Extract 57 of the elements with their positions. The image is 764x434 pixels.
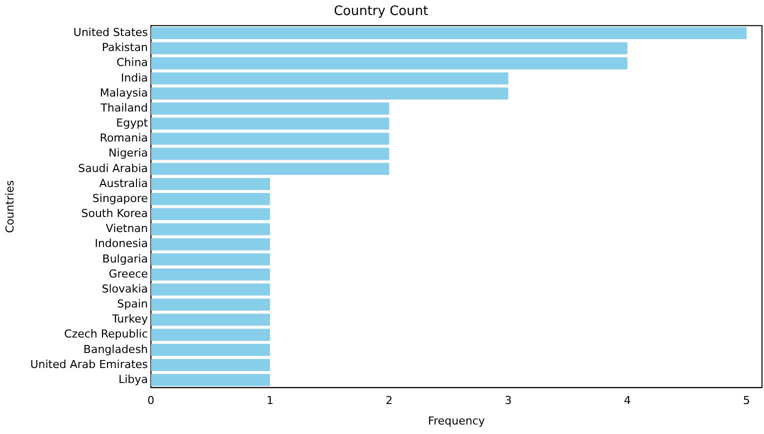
- y-tick-label: China: [116, 56, 148, 70]
- bar: [150, 57, 628, 70]
- y-tick-label: Malaysia: [100, 86, 148, 100]
- y-tick-label: Indonesia: [94, 237, 148, 250]
- x-tick-label: 2: [386, 394, 393, 408]
- y-tick-label: Libya: [118, 372, 148, 386]
- bar: [150, 132, 390, 145]
- y-tick-label: Greece: [108, 267, 148, 280]
- bar: [150, 374, 270, 386]
- bar: [150, 42, 628, 54]
- y-tick-label: Egypt: [116, 116, 149, 130]
- y-tick-label: India: [120, 71, 148, 84]
- y-tick-label: Czech Republic: [64, 328, 148, 341]
- x-tick-label: 5: [743, 394, 750, 408]
- chart-title: Country Count: [334, 4, 428, 20]
- bar: [150, 102, 390, 115]
- y-axis-title: Countries: [3, 180, 16, 233]
- y-tick-label: Turkey: [111, 312, 148, 326]
- y-tick-label: Singapore: [92, 192, 148, 205]
- bar: [150, 223, 270, 236]
- bar: [150, 298, 270, 311]
- bar: [150, 358, 270, 372]
- y-tick-label: South Korea: [81, 207, 148, 220]
- bar: [150, 87, 508, 100]
- bar: [150, 284, 270, 296]
- y-tick-label: Bangladesh: [83, 342, 148, 356]
- bar: [150, 118, 390, 130]
- bar: [150, 193, 270, 206]
- x-tick-label: 0: [147, 394, 154, 408]
- bar: [150, 238, 270, 250]
- y-tick-label: United Arab Emirates: [30, 358, 148, 371]
- y-tick-label: United States: [73, 26, 148, 39]
- y-tick-label: Australia: [99, 176, 148, 190]
- bar: [150, 27, 747, 40]
- y-tick-label: Romania: [100, 132, 148, 145]
- x-axis-title: Frequency: [428, 414, 486, 428]
- x-tick-label: 1: [266, 394, 274, 408]
- bar: [150, 178, 270, 190]
- y-tick-label: Spain: [117, 298, 148, 310]
- bar: [150, 72, 508, 84]
- x-tick-label: 3: [504, 394, 512, 408]
- y-tick-label: Saudi Arabia: [78, 162, 148, 175]
- y-tick-label: Pakistan: [102, 41, 148, 54]
- bar: [150, 344, 270, 356]
- bar: [150, 208, 270, 220]
- x-tick-label: 4: [624, 394, 631, 408]
- bar: [150, 328, 270, 341]
- y-tick-label: Vietnan: [106, 222, 148, 236]
- y-tick-label: Slovakia: [102, 282, 148, 296]
- y-tick-label: Bulgaria: [102, 252, 148, 266]
- bar: [150, 253, 270, 266]
- y-tick-label: Thailand: [100, 101, 148, 114]
- bar: [150, 314, 270, 326]
- bar: [150, 148, 390, 160]
- bar: [150, 162, 390, 175]
- bar: [150, 268, 270, 281]
- y-tick-label: Nigeria: [108, 146, 148, 160]
